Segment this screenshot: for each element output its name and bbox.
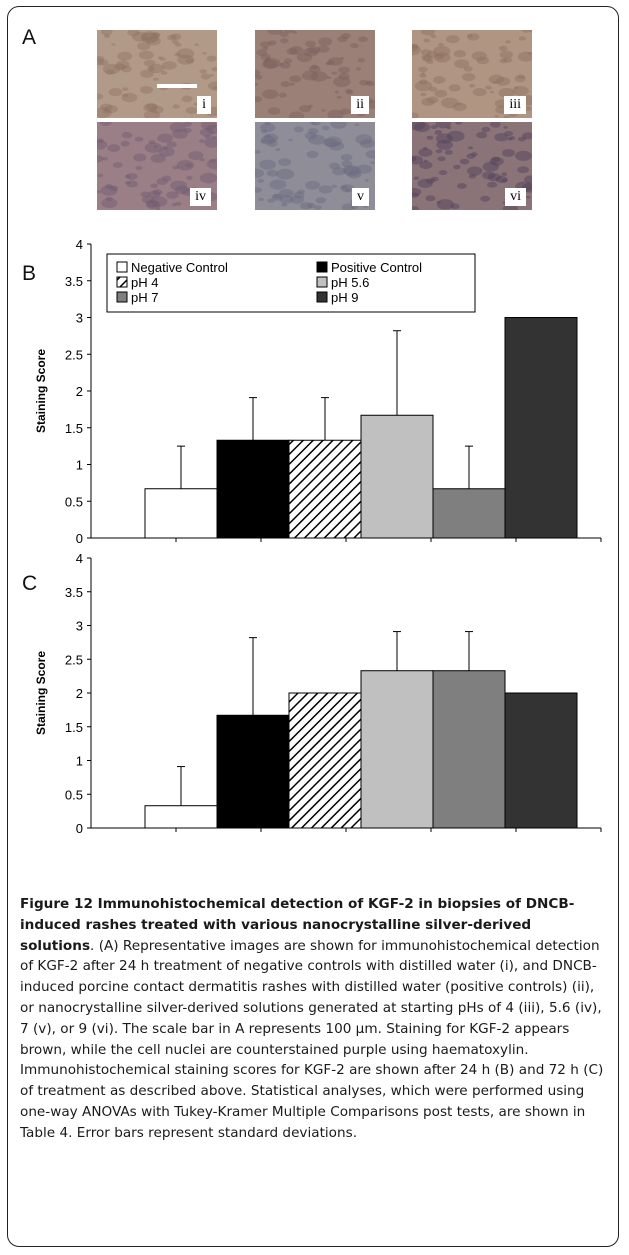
micrograph-label: i	[197, 96, 211, 114]
micrograph-i: i	[97, 30, 217, 118]
bar	[360, 414, 434, 539]
bar	[216, 714, 290, 829]
bar	[360, 670, 434, 829]
legend-entry: Negative Control	[131, 260, 228, 275]
micrograph-label: iv	[190, 188, 211, 206]
legend-swatch	[316, 291, 328, 303]
panel-c-letter: C	[22, 572, 38, 595]
legend-swatch	[116, 261, 128, 273]
y-tick-label: 1	[76, 754, 83, 769]
legend-swatch	[316, 261, 328, 273]
y-tick-label: 4	[76, 551, 83, 566]
y-tick-label: 0	[76, 531, 83, 546]
figure-frame	[7, 6, 619, 1247]
caption-body: . (A) Representative images are shown fo…	[20, 937, 604, 1141]
micrograph-label: v	[352, 188, 369, 206]
bar	[504, 692, 578, 829]
legend-swatch	[116, 276, 128, 288]
bar	[504, 317, 578, 539]
bar	[216, 439, 290, 539]
y-tick-label: 0	[76, 821, 83, 836]
legend-entry: pH 4	[131, 275, 158, 290]
legend-swatch	[116, 291, 128, 303]
y-axis-label: Staining Score	[34, 349, 48, 433]
y-tick-label: 2.5	[65, 347, 83, 362]
bar	[144, 805, 218, 829]
micrograph-iv: iv	[97, 122, 217, 210]
y-tick-label: 1.5	[65, 720, 83, 735]
y-tick-label: 3.5	[65, 274, 83, 289]
micrograph-label: ii	[351, 96, 369, 114]
y-tick-label: 0.5	[65, 787, 83, 802]
micrograph-ii: ii	[255, 30, 375, 118]
y-tick-label: 2	[76, 686, 83, 701]
y-tick-label: 2.5	[65, 652, 83, 667]
micrograph-vi: vi	[412, 122, 532, 210]
bar	[144, 488, 218, 539]
y-tick-label: 1.5	[65, 421, 83, 436]
micrograph-v: v	[255, 122, 375, 210]
caption-title: Figure 12 Immunohistochemical detection …	[20, 896, 575, 954]
bar-charts: 0 0.5 1 1.5 2 2.5 3 3.5 4 Staining Score Negative …	[34, 237, 602, 836]
bar	[288, 692, 362, 829]
y-tick-label: 2	[76, 384, 83, 399]
legend-entry: pH 9	[331, 290, 358, 305]
panel-a-letter: A	[22, 26, 37, 49]
y-tick-label: 3	[76, 619, 83, 634]
legend-swatch	[316, 276, 328, 288]
figure-caption: Figure 12 Immunohistochemical detection …	[20, 894, 610, 1144]
bar	[432, 670, 506, 829]
panel-b-letter: B	[22, 262, 37, 285]
legend-entry: pH 7	[131, 290, 158, 305]
y-tick-label: 0.5	[65, 494, 83, 509]
scale-bar	[157, 84, 197, 88]
micrograph-label: vi	[505, 188, 526, 206]
y-tick-label: 4	[76, 237, 83, 252]
y-axis-label: Staining Score	[34, 651, 48, 735]
y-tick-label: 3	[76, 311, 83, 326]
bar	[288, 439, 362, 539]
micrograph-iii: iii	[412, 30, 532, 118]
micrograph-label: iii	[504, 96, 526, 114]
y-tick-label: 3.5	[65, 585, 83, 600]
bar	[432, 488, 506, 539]
legend-box	[106, 253, 476, 313]
y-tick-label: 1	[76, 458, 83, 473]
legend-entry: Positive Control	[331, 260, 422, 275]
legend-entry: pH 5.6	[331, 275, 369, 290]
